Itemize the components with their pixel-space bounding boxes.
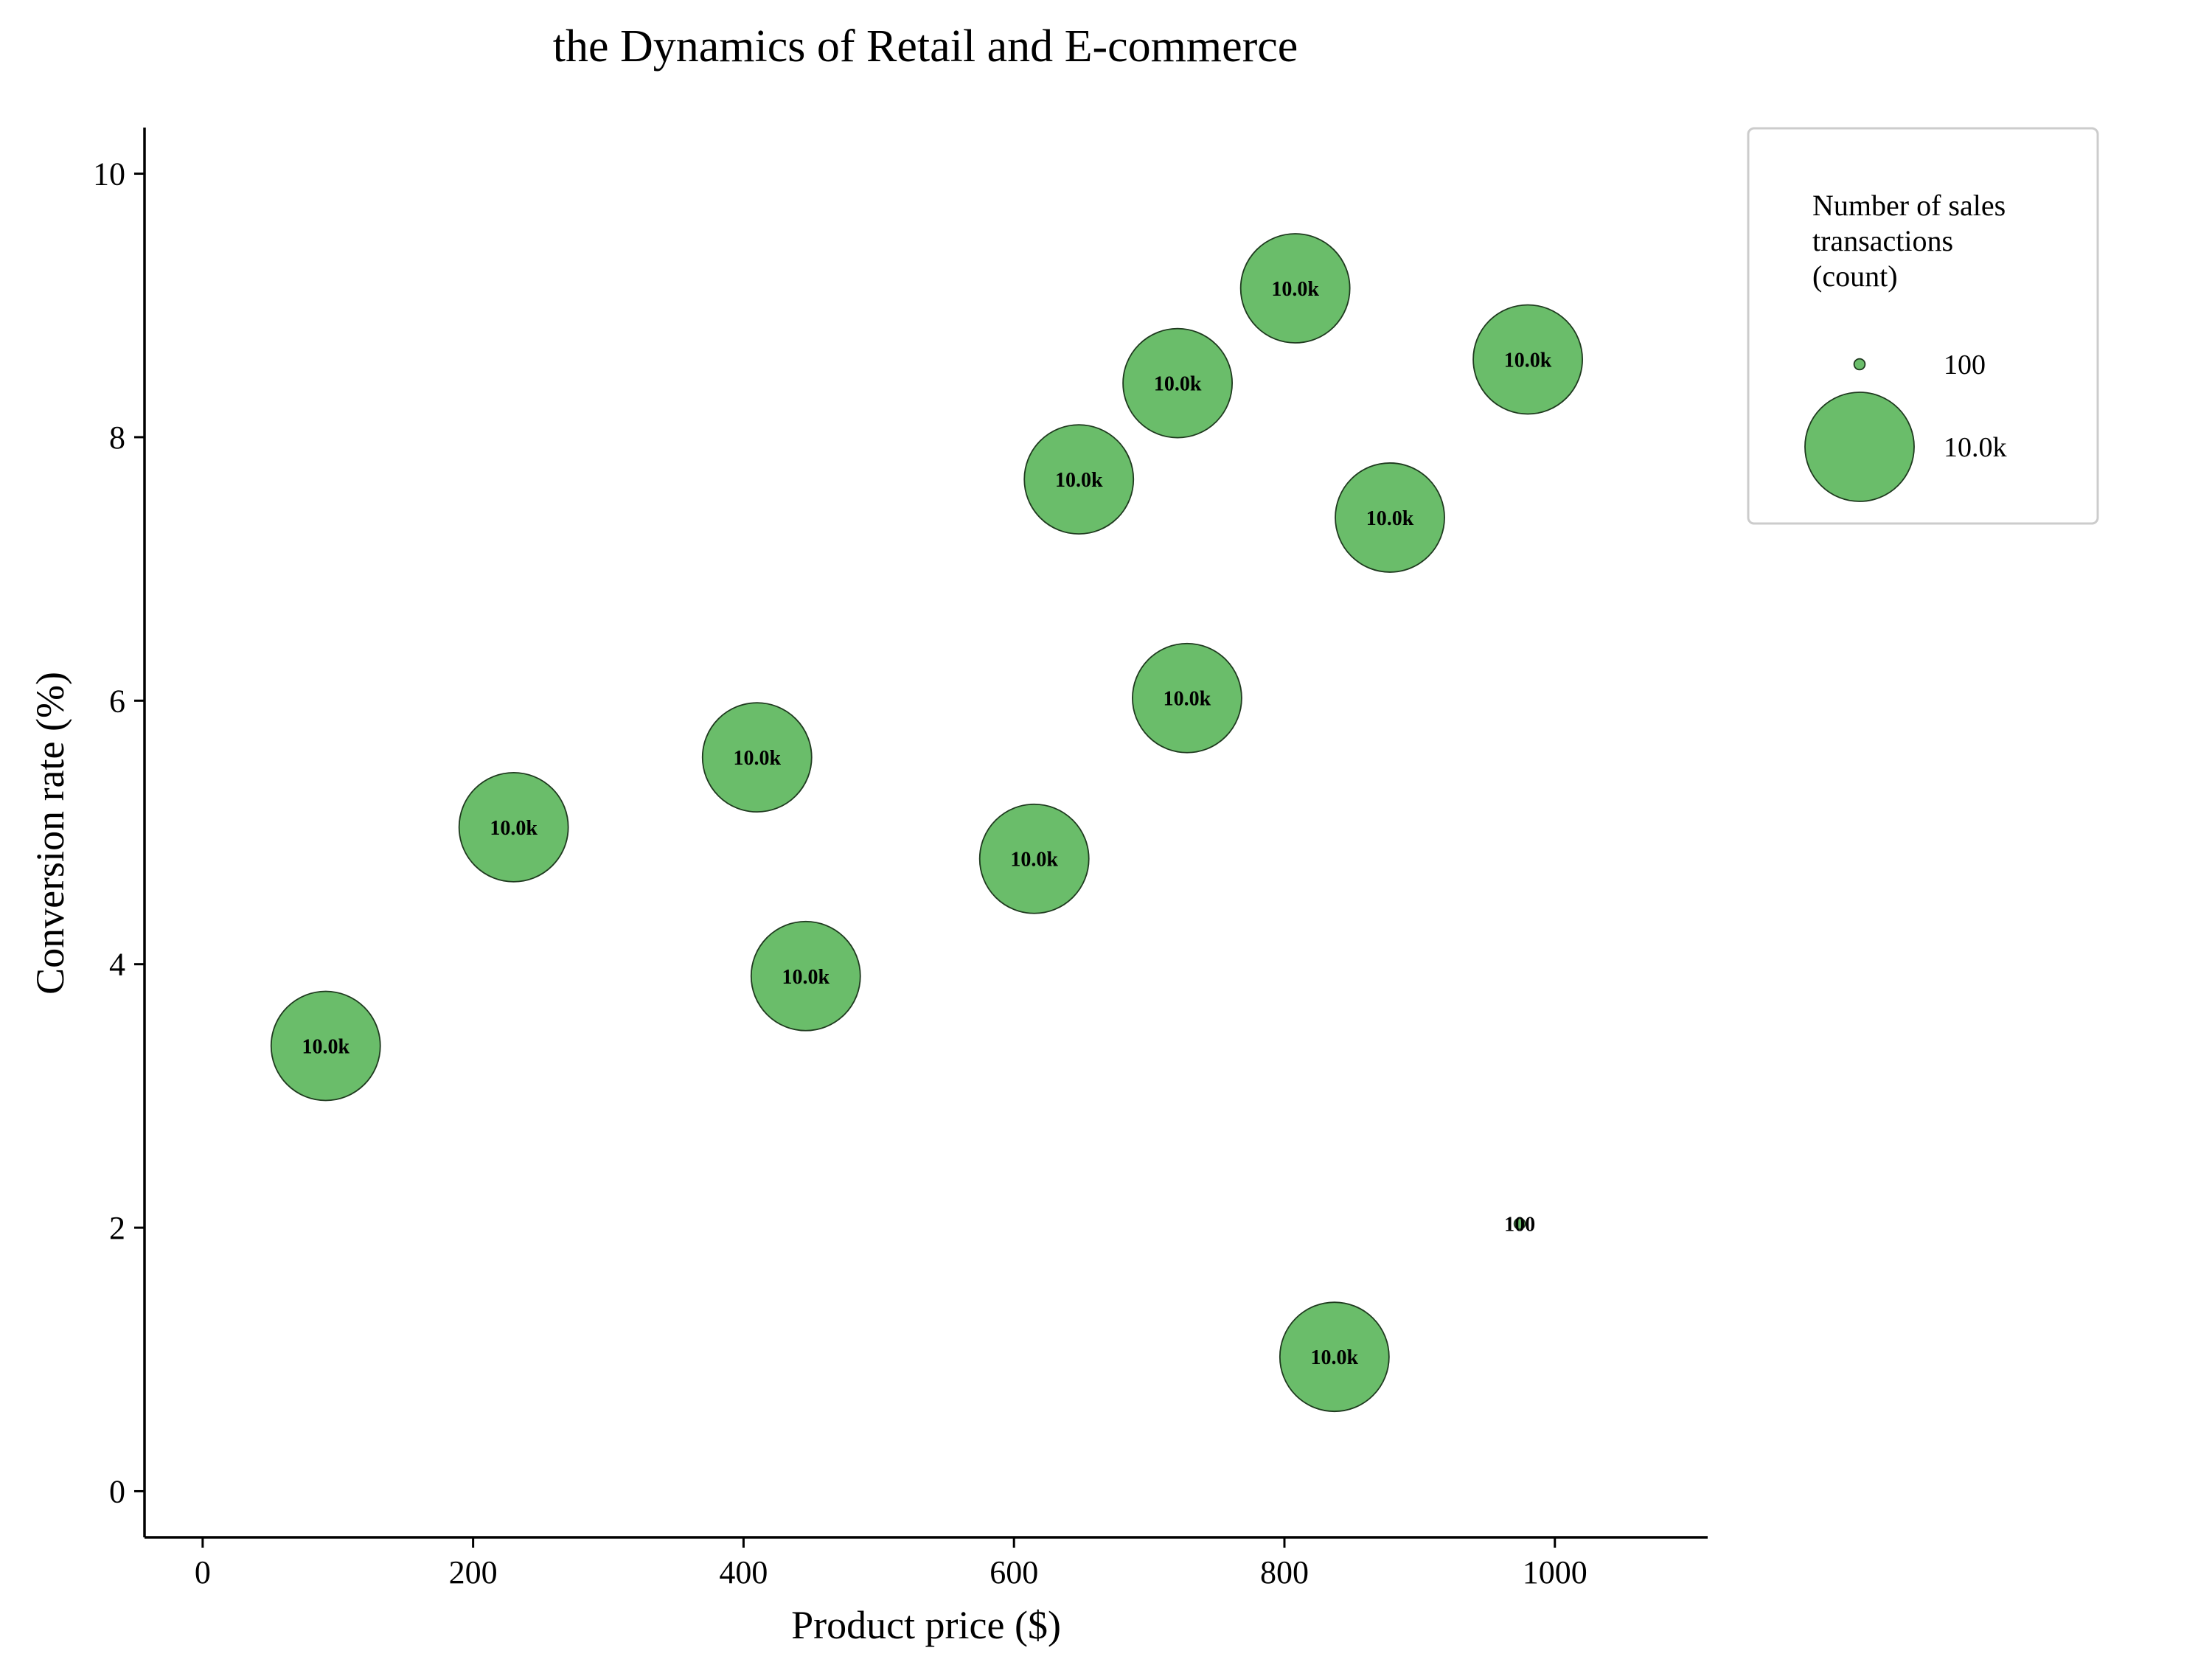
legend-title-line-2: transactions (1812, 224, 1953, 257)
legend-entry-label: 10.0k (1944, 432, 2007, 463)
bubble-value-label: 10.0k (1504, 349, 1552, 372)
bubble-value-label: 10.0k (733, 747, 781, 770)
bubble-series: 10.0k 10.0k 10.0k 10.0k 10.0k 10.0k 10.0k 10.0k… (270, 233, 1583, 1413)
y-tick-label: 8 (109, 420, 125, 456)
y-tick-label: 4 (109, 947, 125, 983)
chart-title: the Dynamics of Retail and E-commerce (553, 21, 1298, 72)
data-bubble (750, 920, 861, 1032)
legend-title-line-3: (count) (1812, 260, 1898, 293)
bubble-value-label: 10.0k (1010, 849, 1058, 872)
bubble-value-label: 10.0k (1311, 1346, 1359, 1369)
legend-entry-label: 100 (1944, 349, 1986, 380)
data-bubble (270, 990, 381, 1102)
legend-bubble (1804, 392, 1915, 502)
legend: Number of sales transactions (count) 100… (1747, 127, 2099, 525)
bubble-value-label: 10.0k (1154, 373, 1202, 396)
bubble-value-label: 10.0k (1366, 507, 1414, 530)
x-axis-label: Product price ($) (791, 1603, 1061, 1647)
bubble-value-label: 10.0k (490, 817, 538, 840)
data-bubble (1122, 327, 1234, 439)
data-bubble (978, 803, 1090, 914)
x-axis-ticks: 0 200 400 600 800 1000 (195, 1537, 1587, 1590)
legend-title-line-1: Number of sales (1812, 189, 2006, 222)
legend-frame (1747, 127, 2099, 525)
x-tick-label: 1000 (1523, 1554, 1587, 1590)
y-axis-label: Conversion rate (%) (28, 672, 72, 995)
bubble-value-label: 100 (1504, 1214, 1535, 1237)
legend-bubble (1853, 358, 1866, 371)
data-bubble (1132, 642, 1242, 754)
bubble-value-label: 10.0k (302, 1035, 349, 1058)
x-tick-label: 400 (719, 1554, 768, 1590)
y-tick-label: 2 (109, 1210, 125, 1246)
legend-title: Number of sales transactions (count) (1812, 189, 2013, 293)
x-tick-label: 0 (195, 1554, 211, 1590)
bubble-value-label: 10.0k (1055, 469, 1103, 492)
data-bubble (458, 771, 569, 883)
y-tick-label: 0 (109, 1473, 125, 1509)
y-tick-label: 10 (93, 156, 125, 192)
data-bubble (1472, 304, 1583, 415)
y-axis-ticks: 0 2 4 6 8 10 (93, 156, 145, 1509)
data-bubble (701, 702, 813, 813)
y-tick-label: 6 (109, 683, 125, 719)
data-bubble (1513, 1217, 1526, 1231)
data-bubble (1335, 462, 1445, 573)
bubble-value-label: 10.0k (1164, 688, 1211, 711)
x-tick-label: 800 (1260, 1554, 1309, 1590)
x-tick-label: 200 (449, 1554, 498, 1590)
data-bubble (1279, 1301, 1390, 1413)
legend-entries: 100 10.0k (1804, 349, 2007, 502)
x-tick-label: 600 (990, 1554, 1038, 1590)
data-bubble (1023, 424, 1135, 535)
data-bubble (1239, 233, 1351, 344)
bubble-value-label: 10.0k (1271, 278, 1319, 301)
bubble-value-label: 10.0k (782, 966, 830, 989)
